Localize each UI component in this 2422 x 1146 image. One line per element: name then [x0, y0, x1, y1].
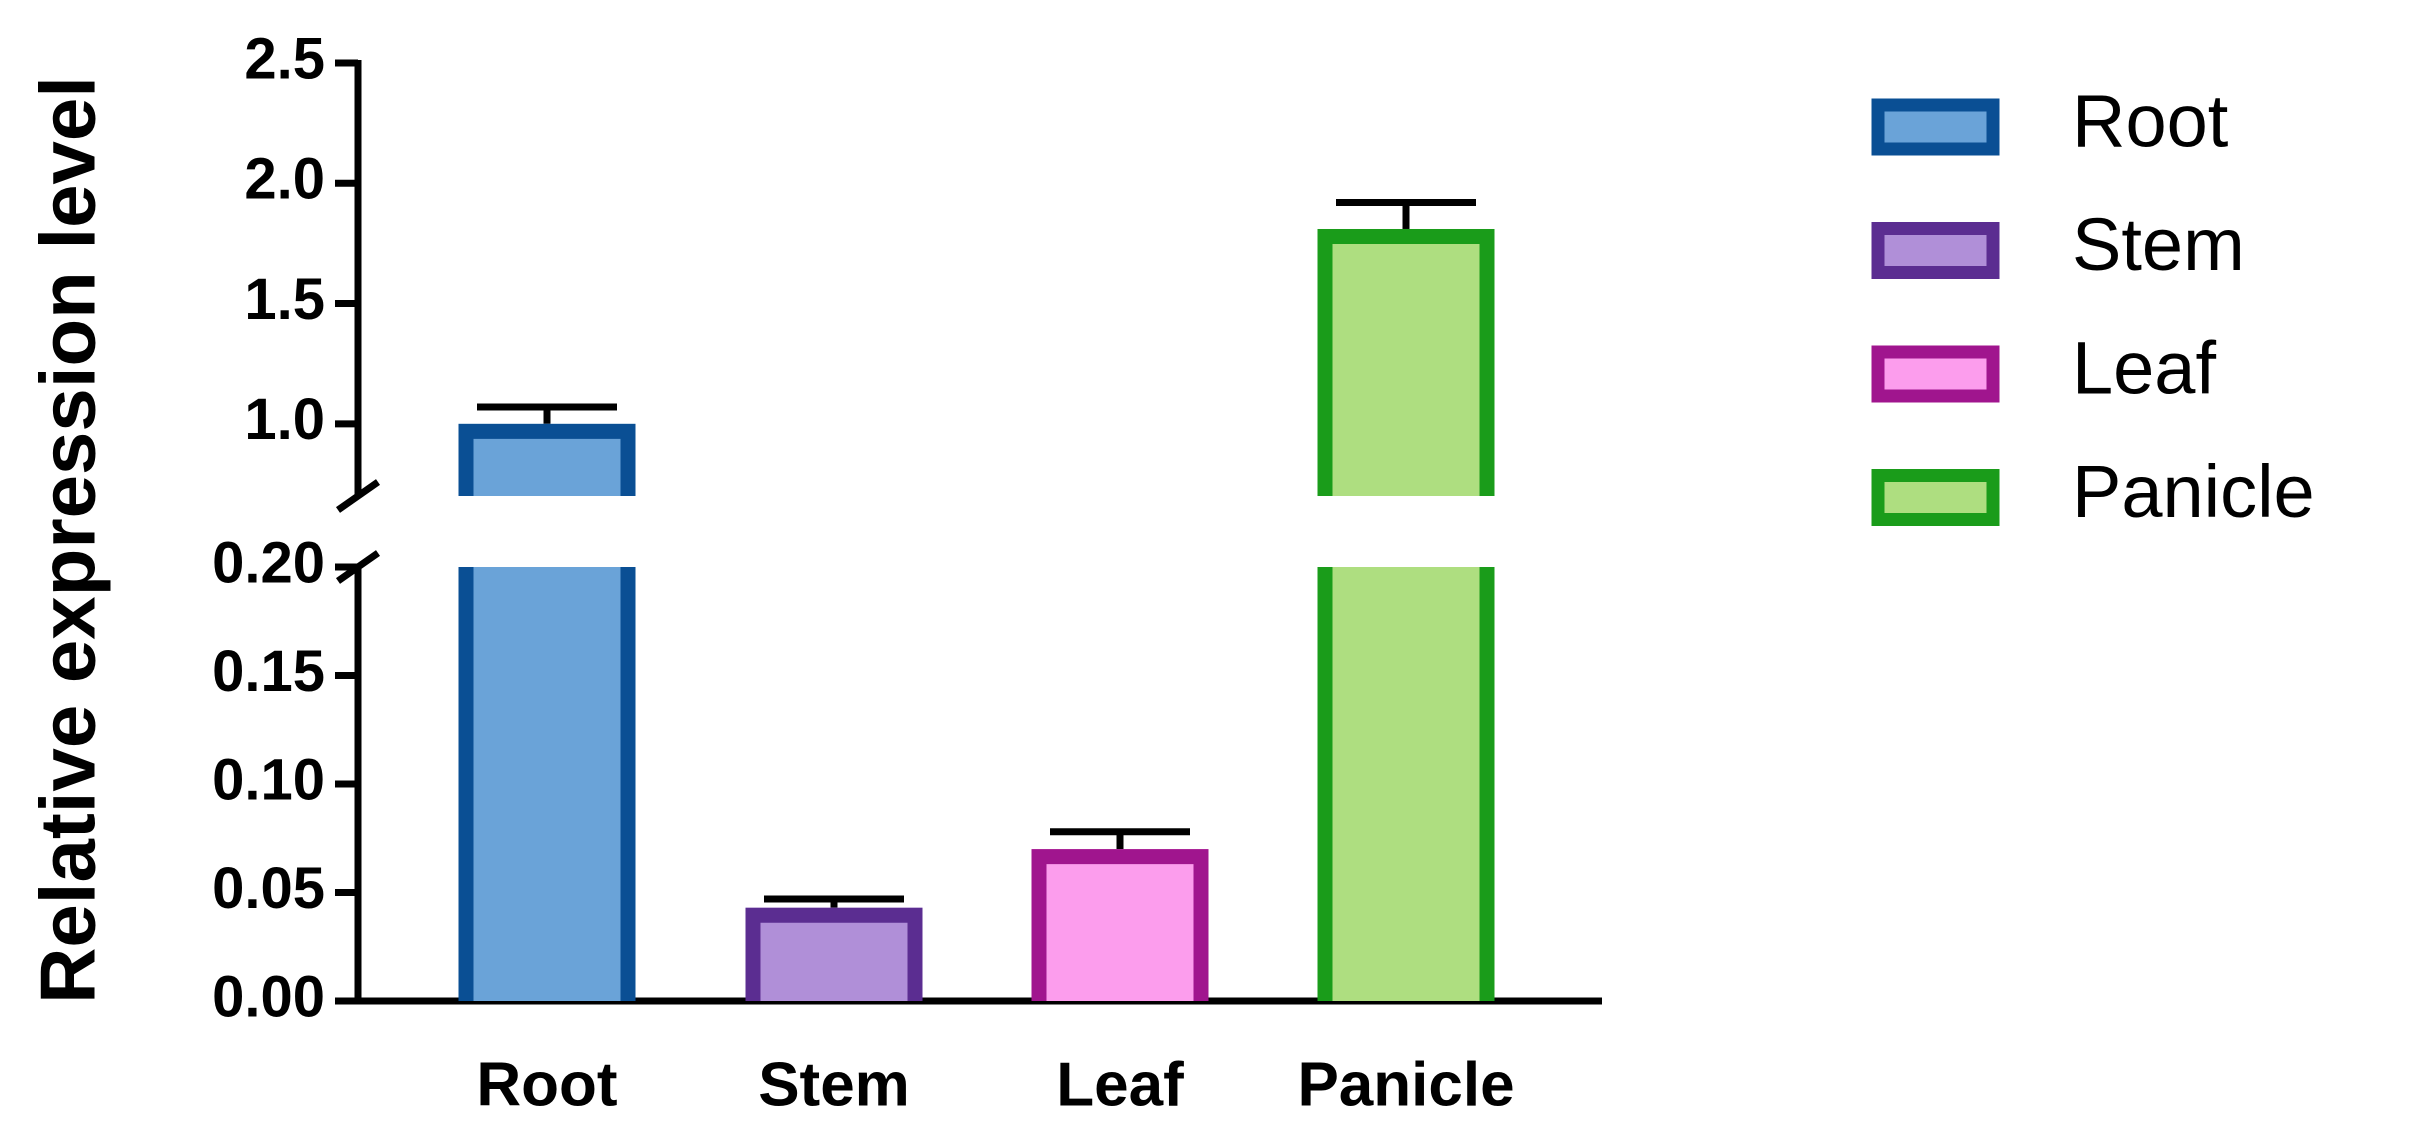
bar-edge	[1317, 567, 1495, 1001]
legend-swatch	[1871, 469, 2000, 526]
y-tick-label: 2.0	[244, 147, 325, 212]
legend-label: Panicle	[2072, 450, 2315, 533]
bar-edge	[458, 423, 636, 496]
legend-swatch	[1871, 98, 2000, 156]
y-tick-label: 0.20	[212, 530, 325, 595]
y-axis-label: Relative expression level	[24, 76, 112, 1004]
bar-edge	[1317, 228, 1495, 496]
bar-edge	[745, 907, 923, 1001]
bar-edge	[1031, 849, 1209, 1001]
y-tick-label: 0.05	[212, 856, 325, 921]
axis-break	[335, 479, 381, 513]
x-tick-label: Stem	[758, 1050, 910, 1119]
x-tick-label: Panicle	[1297, 1050, 1514, 1119]
y-tick-label: 0.00	[212, 964, 325, 1029]
bar-edge	[458, 567, 636, 1001]
legend-swatch	[1871, 345, 2000, 403]
y-tick-label: 2.5	[244, 26, 325, 91]
bar	[1031, 849, 1209, 1001]
bar	[1317, 228, 1495, 496]
legend-label: Root	[2072, 80, 2229, 163]
legend-swatch	[1871, 222, 2000, 279]
x-tick-label: Leaf	[1056, 1050, 1184, 1119]
bar	[1317, 567, 1495, 1001]
y-tick-label: 0.15	[212, 639, 325, 704]
legend-label: Stem	[2072, 203, 2245, 286]
y-tick-label: 0.10	[212, 747, 325, 812]
bar	[745, 907, 923, 1001]
x-tick-label: Root	[476, 1050, 617, 1119]
legend-label: Leaf	[2072, 327, 2216, 410]
y-tick-label: 1.5	[244, 267, 325, 332]
bar	[458, 567, 636, 1001]
y-tick-label: 1.0	[244, 387, 325, 452]
